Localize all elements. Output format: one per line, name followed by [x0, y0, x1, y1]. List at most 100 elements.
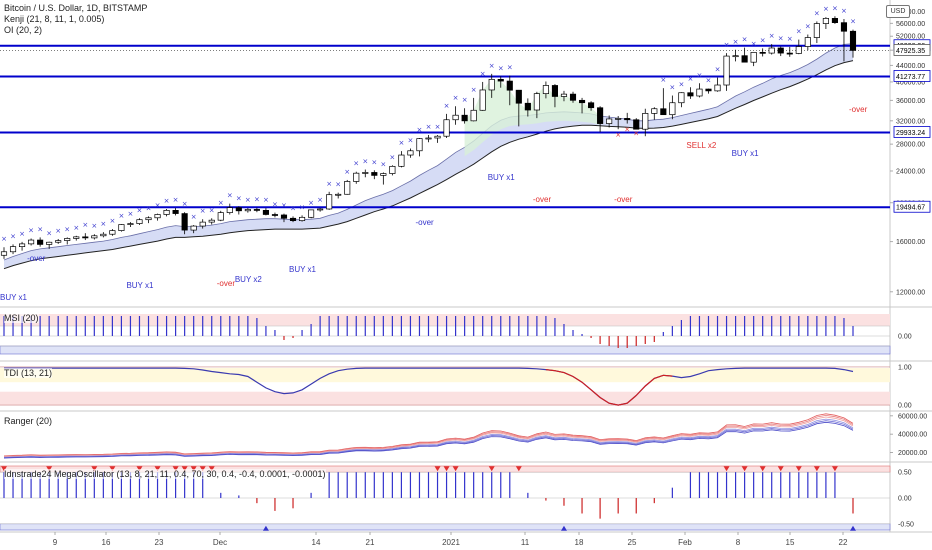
price-axis-tick-label: 12000.00: [896, 289, 925, 296]
candle-body: [750, 51, 757, 63]
sell-triangle: [46, 466, 53, 472]
ranger-line: [3, 421, 854, 459]
candle-body: [127, 223, 134, 225]
candle-body: [651, 108, 658, 114]
candle-body: [660, 108, 667, 116]
price-label-box: [893, 200, 931, 213]
trend-marker: ×: [1, 235, 7, 243]
trend-marker: ×: [407, 137, 413, 145]
price-axis-tick-label: 24000.00: [896, 168, 925, 175]
trend-marker: ×: [398, 139, 404, 147]
trend-marker: ×: [805, 23, 811, 31]
candle-body: [208, 219, 215, 223]
candle-body: [181, 213, 188, 231]
trend-marker: ×: [687, 75, 693, 83]
candle-body: [136, 219, 143, 224]
time-axis-label: 8: [736, 538, 741, 547]
candle-body: [190, 225, 197, 231]
trend-marker: ×: [769, 32, 775, 40]
candle-body: [398, 154, 405, 167]
trend-marker: ×: [778, 35, 784, 43]
candle-body: [759, 51, 766, 54]
chart-annotation: BUY x1: [732, 149, 760, 158]
trend-marker: ×: [444, 102, 450, 110]
sell-triangle: [795, 466, 802, 472]
candle-body: [443, 119, 450, 137]
candle-body: [578, 99, 586, 104]
sell-triangle: [181, 466, 188, 472]
sell-triangle: [109, 466, 116, 472]
trend-marker: ×: [733, 38, 739, 46]
price-axis-tick-label: 60000.00: [896, 9, 925, 16]
candle-body: [588, 102, 595, 109]
price-label: 41273.77: [896, 74, 925, 81]
trend-marker: ×: [669, 84, 675, 92]
chart-annotation: -over: [217, 279, 236, 288]
overbought-zone: [0, 314, 890, 326]
trend-marker: ×: [498, 64, 504, 72]
price-label-box: [893, 70, 931, 82]
sell-marker: ×: [633, 130, 639, 138]
ranger-line: [3, 416, 854, 458]
trend-marker: ×: [344, 168, 350, 176]
candle-body: [606, 118, 613, 124]
trend-marker: ×: [453, 94, 459, 102]
trend-marker: ×: [308, 199, 314, 207]
trend-marker: ×: [814, 9, 820, 17]
candle-body: [569, 93, 577, 101]
sell-triangle: [452, 466, 459, 472]
trend-marker: ×: [91, 222, 97, 230]
currency-button[interactable]: USD: [886, 5, 910, 18]
trend-marker: ×: [389, 153, 395, 161]
trend-marker: ×: [489, 62, 495, 70]
candle-body: [100, 233, 107, 237]
candle-body: [533, 93, 540, 111]
trend-marker: ×: [823, 5, 829, 13]
trend-marker: ×: [28, 226, 34, 234]
candle-body: [199, 221, 206, 227]
trend-marker: ×: [173, 196, 179, 204]
candle-body: [46, 241, 53, 245]
candle-body: [145, 217, 152, 221]
candle-body: [389, 165, 396, 174]
candle-body: [615, 118, 622, 120]
ranger-axis-label: 20000.00: [898, 450, 927, 457]
trend-marker: ×: [209, 206, 215, 214]
candle-body: [37, 239, 44, 245]
candle-body: [560, 93, 568, 97]
sell-triangle: [741, 466, 748, 472]
chart-annotation: BUY x1: [488, 173, 516, 182]
trend-marker: ×: [326, 180, 332, 188]
trend-marker: ×: [760, 36, 766, 44]
msi-pane-label: MSI (20): [4, 313, 39, 323]
trend-marker: ×: [137, 206, 143, 214]
candle-body: [154, 214, 161, 219]
candle-body: [804, 37, 811, 47]
candle-body: [497, 78, 504, 82]
price-label-box: [893, 126, 931, 138]
candle-body: [9, 246, 17, 253]
trend-marker: ×: [507, 64, 513, 72]
price-axis-tick-label: 36000.00: [896, 98, 925, 105]
trend-marker: ×: [218, 199, 224, 207]
trend-marker: ×: [281, 202, 287, 210]
trend-marker: ×: [182, 200, 188, 208]
price-axis-tick-label: 16000.00: [896, 239, 925, 246]
candle-body: [298, 216, 306, 222]
oi-indicator-label: OI (20, 2): [4, 25, 43, 35]
mega-oversold-zone: [0, 523, 891, 531]
trend-marker: ×: [724, 41, 730, 49]
candle-body: [28, 239, 35, 245]
trend-marker: ×: [155, 202, 161, 210]
time-axis-label: Dec: [213, 538, 227, 547]
trend-marker: ×: [660, 76, 666, 84]
trend-marker: ×: [299, 203, 305, 211]
candle-body: [741, 55, 748, 63]
price-axis-tick-label: 52000.00: [896, 34, 925, 41]
sell-triangle: [199, 466, 206, 472]
sell-triangle: [91, 466, 98, 472]
candle-body: [19, 243, 26, 248]
candle-body: [831, 18, 838, 24]
chart-annotation: SELL x2: [686, 141, 716, 150]
